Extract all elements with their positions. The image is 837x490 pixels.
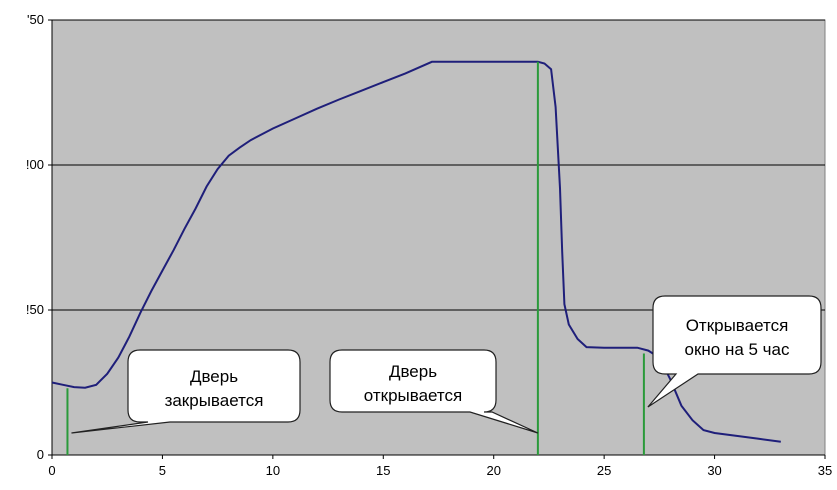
event-markers [66,61,645,455]
callout-bubble [71,349,301,434]
x-tick-label: 25 [597,463,611,478]
x-tick-label: 0 [48,463,55,478]
y-tick-label: '50 [27,12,44,27]
series-line [51,60,781,443]
callout-line-2: окно на 5 час [684,340,790,359]
callout-bubble [329,349,539,434]
callout-line-2: открывается [364,386,462,405]
callout-line-1: Дверь [389,362,437,381]
x-tick-label: 35 [818,463,832,478]
x-tick-label: 30 [707,463,721,478]
callout-line-2: закрывается [165,391,264,410]
callout-line-1: Открывается [686,316,789,335]
x-tick-label: 15 [376,463,390,478]
x-tick-label: 5 [159,463,166,478]
x-tick-label: 20 [486,463,500,478]
callout-line-1: Дверь [190,367,238,386]
callout-bubble [647,295,822,408]
callout-window-opens: Открывается окно на 5 час [647,295,822,408]
y-tick-label: !50 [26,302,44,317]
y-tick-label: !00 [26,157,44,172]
x-tick-label: 10 [266,463,280,478]
axis-ticks: 0 !50 !00 '50 0 5 10 15 20 25 30 35 [26,12,832,478]
callout-door-opens: Дверь открывается [329,349,539,434]
callout-door-closes: Дверь закрывается [71,349,301,434]
y-tick-label: 0 [37,447,44,462]
